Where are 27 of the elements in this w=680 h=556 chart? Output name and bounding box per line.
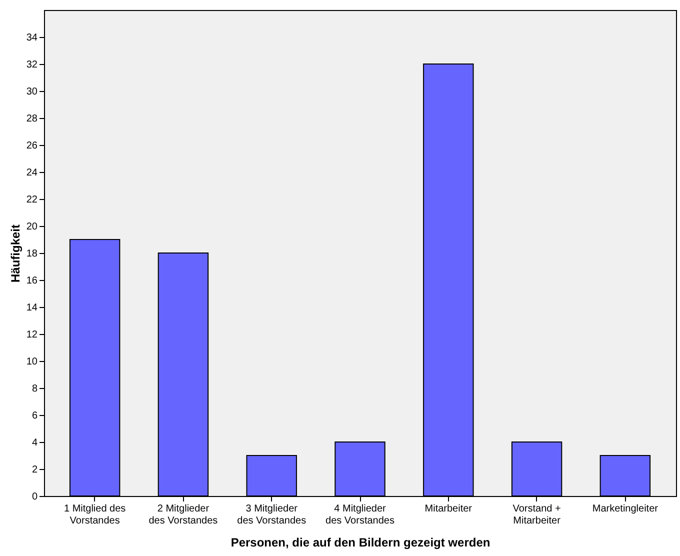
y-tick-label: 20 — [26, 222, 38, 232]
x-tick-label: Vorstand + Mitarbeiter — [512, 504, 562, 526]
y-tick-label: 32 — [26, 60, 38, 70]
y-tick-label: 4 — [32, 438, 38, 448]
y-tick-label: 28 — [26, 114, 38, 124]
x-tick-label: 3 Mitglieder des Vorstandes — [237, 504, 306, 526]
y-tick-label: 34 — [26, 32, 38, 44]
y-tick-label: 0 — [32, 492, 38, 502]
x-tick-label: 2 Mitglieder des Vorstandes — [148, 504, 218, 526]
x-tick-label: 4 Mitglieder des Vorstandes — [326, 504, 394, 526]
y-tick-label: 8 — [32, 384, 38, 394]
x-tick-label: Mitarbeiter — [424, 504, 473, 514]
y-tick-label: 2 — [32, 464, 38, 476]
x-tick-label: 1 Mitglied des Vorstandes — [64, 504, 126, 526]
y-tick-label: 14 — [26, 302, 38, 314]
x-axis-title: Personen, die auf den Bildern gezeigt werden — [230, 536, 490, 550]
y-tick-label: 12 — [26, 330, 38, 340]
x-tick-label: Marketingleiter — [592, 504, 659, 514]
y-tick-label: 26 — [26, 140, 38, 152]
y-tick-label: 16 — [26, 276, 38, 286]
y-tick-label: 6 — [32, 410, 38, 422]
y-tick-label: 24 — [26, 168, 38, 178]
y-tick-label: 10 — [26, 356, 38, 368]
y-tick-label: 22 — [26, 194, 38, 206]
y-tick-label: 30 — [26, 86, 38, 98]
y-tick-label: 18 — [26, 248, 38, 260]
y-axis-title: Häufigkeit — [8, 224, 22, 283]
